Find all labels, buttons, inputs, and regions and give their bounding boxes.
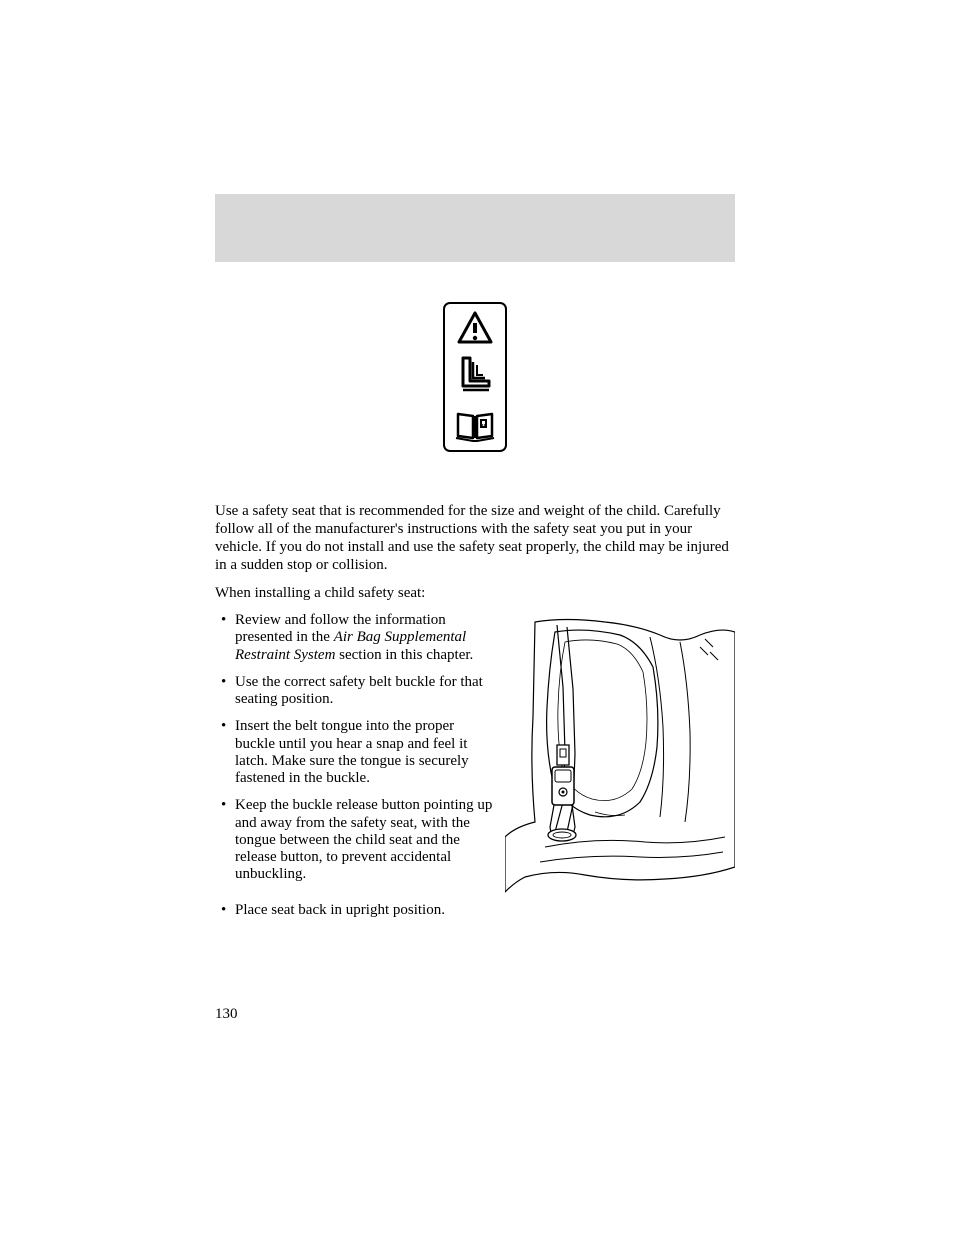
bullet-list: Review and follow the information presen… xyxy=(215,612,495,884)
bullet-text: Place seat back in upright position. xyxy=(235,902,445,918)
bullet-list-continued: Place seat back in upright position. xyxy=(215,902,735,919)
list-item: Review and follow the information presen… xyxy=(215,612,495,664)
list-item: Place seat back in upright position. xyxy=(215,902,735,919)
seatbelt-buckle-illustration-icon xyxy=(505,617,735,897)
content-row: Review and follow the information presen… xyxy=(215,612,735,902)
section-header-band xyxy=(215,194,735,262)
bullet-text-post: section in this chapter. xyxy=(335,647,473,663)
body-text-block: Use a safety seat that is recommended fo… xyxy=(215,502,735,919)
list-item: Keep the buckle release button pointing … xyxy=(215,797,495,883)
bullet-text: Insert the belt tongue into the proper b… xyxy=(235,718,469,786)
bullet-list-column: Review and follow the information presen… xyxy=(215,612,495,902)
list-item: Insert the belt tongue into the proper b… xyxy=(215,718,495,787)
list-item: Use the correct safety belt buckle for t… xyxy=(215,674,495,709)
page-number: 130 xyxy=(215,1006,238,1023)
illustration-column xyxy=(505,612,735,902)
child-seat-warning-label-icon xyxy=(443,302,507,452)
subheading-text: When installing a child safety seat: xyxy=(215,584,735,602)
bullet-text: Use the correct safety belt buckle for t… xyxy=(235,674,483,707)
page-content: Use a safety seat that is recommended fo… xyxy=(215,194,735,929)
bullet-text: Keep the buckle release button pointing … xyxy=(235,797,492,882)
intro-paragraph: Use a safety seat that is recommended fo… xyxy=(215,502,735,574)
